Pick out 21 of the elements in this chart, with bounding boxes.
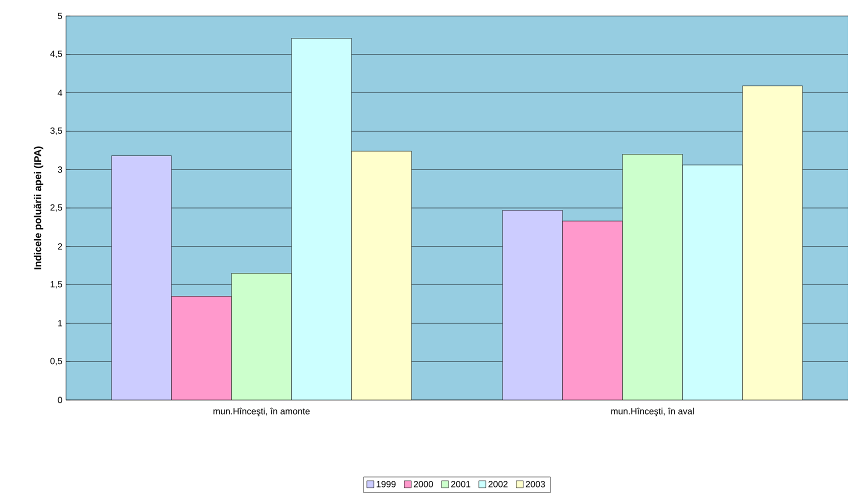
y-tick-label: 5 — [58, 12, 62, 20]
y-tick-label: 2 — [58, 243, 62, 250]
y-tick-label: 4,5 — [50, 50, 62, 58]
y-tick-label: 3 — [58, 166, 62, 173]
x-tick-label: mun.Hînceşti, în amonte — [214, 408, 310, 416]
x-tick-label: mun.Hînceşti, în aval — [611, 408, 694, 416]
y-tick-label: 0,5 — [50, 358, 62, 366]
y-tick-label: 0 — [58, 396, 62, 404]
legend-label: 2001 — [451, 480, 470, 488]
y-tick-label: 3,5 — [50, 127, 62, 135]
legend-label: 2000 — [414, 480, 433, 488]
legend-label: 2003 — [526, 480, 545, 488]
y-tick-label: 1 — [58, 320, 62, 326]
bar — [171, 296, 232, 400]
y-tick-label: 2,5 — [50, 204, 62, 212]
y-tick-label: 4 — [58, 90, 62, 96]
y-tick-label: 1,5 — [50, 281, 62, 288]
y-axis-title: Indicele poluării apei (IPA) — [34, 146, 44, 270]
legend-label: 1999 — [376, 480, 396, 488]
bar — [562, 220, 623, 400]
legend-label: 2002 — [488, 480, 508, 488]
